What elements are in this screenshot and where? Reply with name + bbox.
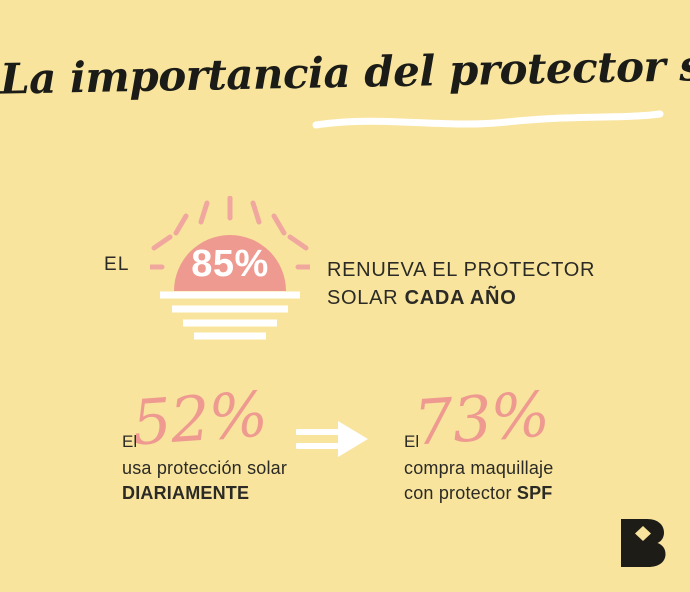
stat-description-73-line2-regular: con protector — [404, 483, 517, 503]
stat-description-73: compra maquillaje con protector SPF — [404, 456, 634, 506]
wavy-underline-icon — [312, 108, 664, 136]
stat-percent-52: 52% — [129, 377, 270, 460]
sun-stat-description-line1: RENUEVA EL PROTECTOR — [327, 259, 596, 281]
page-title: La importancia del protector solar — [0, 39, 690, 104]
sun-stat-percent: 85% — [191, 243, 269, 285]
sun-stat-description-line2-regular: SOLAR — [327, 287, 405, 309]
sun-stat-description: RENUEVA EL PROTECTOR SOLAR CADA AÑO — [327, 256, 627, 312]
sun-icon — [150, 196, 310, 340]
stat-description-52-line1: usa protección solar — [122, 458, 288, 478]
stat-card-52: 52% El usa protección solar DIARIAMENTE — [80, 377, 330, 512]
stat-description-73-line1: compra maquillaje — [404, 458, 554, 478]
sun-stat-description-line2-bold: CADA AÑO — [404, 287, 517, 309]
title-block: La importancia del protector solar — [0, 39, 690, 153]
stat-card-73: 73% El compra maquillaje con protector S… — [362, 377, 612, 512]
stat-description-73-line2-bold: SPF — [516, 483, 553, 503]
sun-stat-prefix-label: EL — [104, 254, 130, 275]
stat-prefix-label-73: El — [404, 432, 420, 451]
stat-description-52-line2-bold: DIARIAMENTE — [122, 483, 250, 503]
stat-description-52: usa protección solar DIARIAMENTE — [122, 456, 352, 506]
stat-prefix-label-52: El — [122, 432, 138, 451]
stat-percent-73: 73% — [411, 377, 552, 460]
brand-b-logo-icon — [617, 517, 669, 569]
arrow-right-icon — [296, 418, 370, 460]
